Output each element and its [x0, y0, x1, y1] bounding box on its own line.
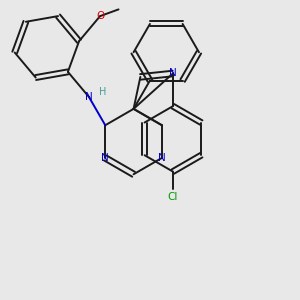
Text: N: N	[158, 153, 166, 163]
Text: O: O	[96, 11, 104, 21]
Text: N: N	[101, 153, 109, 163]
Text: N: N	[85, 92, 93, 102]
Text: Cl: Cl	[168, 192, 178, 202]
Text: N: N	[169, 68, 177, 79]
Text: H: H	[99, 87, 106, 97]
